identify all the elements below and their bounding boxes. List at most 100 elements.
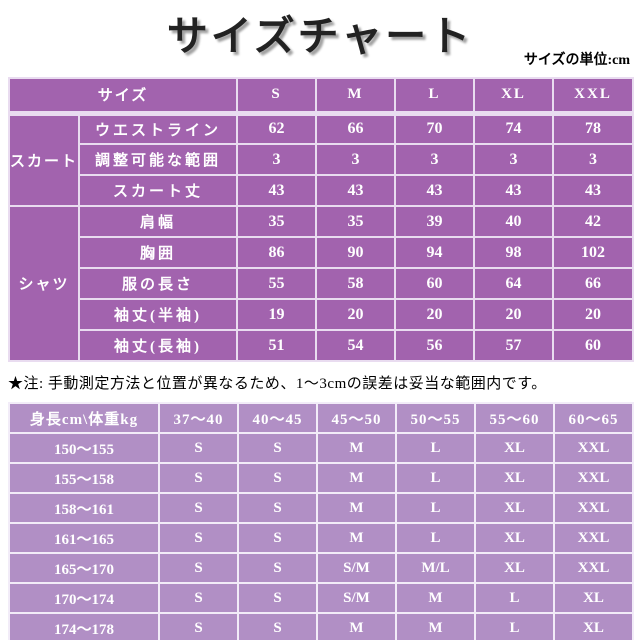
fit-size: S bbox=[237, 522, 318, 554]
height-range: 155〜158 bbox=[8, 462, 160, 494]
measure-value: 66 bbox=[552, 267, 634, 300]
measure-value: 55 bbox=[236, 267, 317, 300]
fit-size: XL bbox=[553, 612, 634, 640]
weight-col: 50〜55 bbox=[395, 402, 476, 434]
fit-size: XL bbox=[474, 462, 555, 494]
measure-value: 58 bbox=[315, 267, 396, 300]
fit-size: S bbox=[237, 552, 318, 584]
fit-size: S bbox=[237, 492, 318, 524]
measure-value: 70 bbox=[394, 112, 475, 145]
table-row-waistline: スカート ウエストライン 62 66 70 74 78 bbox=[8, 112, 634, 207]
measure-label: 調整可能な範囲 bbox=[78, 143, 238, 176]
measure-value: 90 bbox=[315, 236, 396, 269]
fit-size: S/M bbox=[316, 582, 397, 614]
table-row-adjustable-range: 調整可能な範囲 3 3 3 3 3 bbox=[9, 143, 634, 176]
measure-value: 86 bbox=[236, 236, 317, 269]
fit-size: S bbox=[158, 612, 239, 640]
fit-size: M bbox=[395, 612, 476, 640]
fit-size: XXL bbox=[553, 492, 634, 524]
measure-value: 74 bbox=[473, 112, 554, 145]
table-row-long-sleeve: 袖丈(長袖) 51 54 56 57 60 bbox=[9, 329, 634, 362]
measure-value: 102 bbox=[552, 236, 634, 269]
fit-row: 170〜174 S S S/M M L XL bbox=[8, 582, 634, 614]
table-row-short-sleeve: 袖丈(半袖) 19 20 20 20 20 bbox=[9, 298, 634, 331]
measure-value: 78 bbox=[552, 112, 634, 145]
height-range: 170〜174 bbox=[8, 582, 160, 614]
fit-size: S bbox=[237, 462, 318, 494]
size-col-m: M bbox=[315, 77, 396, 116]
size-col-xl: XL bbox=[473, 77, 554, 116]
table-row-shoulder-width: シャツ 肩幅 35 35 39 40 42 bbox=[8, 205, 634, 362]
measure-value: 60 bbox=[552, 329, 634, 362]
fit-size: M bbox=[316, 432, 397, 464]
corner-size-label: サイズ bbox=[8, 77, 238, 116]
fit-size: XL bbox=[474, 432, 555, 464]
measure-value: 51 bbox=[236, 329, 317, 362]
fit-row: 158〜161 S S M L XL XXL bbox=[8, 492, 634, 524]
fit-size: L bbox=[395, 432, 476, 464]
measure-value: 98 bbox=[473, 236, 554, 269]
measure-value: 3 bbox=[236, 143, 317, 176]
fit-size: XL bbox=[474, 522, 555, 554]
measure-value: 3 bbox=[552, 143, 634, 176]
measurement-tolerance-note: ★注: 手動測定方法と位置が異なるため、1〜3cmの誤差は妥当な範囲内です。 bbox=[8, 376, 547, 392]
unit-note: サイズの単位:cm bbox=[523, 53, 630, 68]
height-weight-fit-table: 身長cm\体重kg 37〜40 40〜45 45〜50 50〜55 55〜60 … bbox=[8, 402, 634, 640]
measure-value: 66 bbox=[315, 112, 396, 145]
measure-value: 19 bbox=[236, 298, 317, 331]
measure-value: 43 bbox=[552, 174, 634, 207]
measure-value: 54 bbox=[315, 329, 396, 362]
measure-label: ウエストライン bbox=[78, 112, 238, 145]
fit-row: 174〜178 S S M M L XL bbox=[8, 612, 634, 640]
fit-size: XXL bbox=[553, 522, 634, 554]
fit-size: L bbox=[395, 522, 476, 554]
fit-row: 165〜170 S S S/M M/L XL XXL bbox=[8, 552, 634, 584]
measure-value: 60 bbox=[394, 267, 475, 300]
height-range: 161〜165 bbox=[8, 522, 160, 554]
page-title: サイズチャート bbox=[166, 13, 474, 59]
measure-label: スカート丈 bbox=[78, 174, 238, 207]
table-row-garment-length: 服の長さ 55 58 60 64 66 bbox=[9, 267, 634, 300]
measure-value: 94 bbox=[394, 236, 475, 269]
size-col-l: L bbox=[394, 77, 475, 116]
fit-size: S bbox=[158, 552, 239, 584]
fit-size: M bbox=[316, 462, 397, 494]
group-label-shirt: シャツ bbox=[8, 205, 80, 362]
measure-label: 服の長さ bbox=[78, 267, 238, 300]
measure-value: 3 bbox=[473, 143, 554, 176]
fit-size: S bbox=[237, 612, 318, 640]
fit-size: M bbox=[316, 522, 397, 554]
measure-value: 20 bbox=[315, 298, 396, 331]
measure-value: 39 bbox=[394, 205, 475, 238]
measure-label: 袖丈(長袖) bbox=[78, 329, 238, 362]
measure-value: 43 bbox=[394, 174, 475, 207]
measure-value: 43 bbox=[236, 174, 317, 207]
measure-value: 35 bbox=[236, 205, 317, 238]
height-range: 150〜155 bbox=[8, 432, 160, 464]
fit-size: XXL bbox=[553, 432, 634, 464]
measurements-header-row: サイズ S M L XL XXL bbox=[8, 77, 634, 116]
fit-size: S bbox=[158, 582, 239, 614]
fit-row: 150〜155 S S M L XL XXL bbox=[8, 432, 634, 464]
measure-value: 20 bbox=[552, 298, 634, 331]
measure-value: 64 bbox=[473, 267, 554, 300]
fit-row: 161〜165 S S M L XL XXL bbox=[8, 522, 634, 554]
corner-height-weight-label: 身長cm\体重kg bbox=[8, 402, 160, 434]
height-range: 174〜178 bbox=[8, 612, 160, 640]
measure-value: 43 bbox=[315, 174, 396, 207]
weight-col: 55〜60 bbox=[474, 402, 555, 434]
size-chart-page: サイズチャート サイズの単位:cm サイズ S M L XL XXL スカート … bbox=[0, 14, 640, 640]
fit-size: S bbox=[158, 492, 239, 524]
measure-value: 56 bbox=[394, 329, 475, 362]
fit-size: S bbox=[237, 582, 318, 614]
measure-label: 肩幅 bbox=[78, 205, 238, 238]
measure-value: 20 bbox=[394, 298, 475, 331]
fit-size: M bbox=[316, 612, 397, 640]
fit-size: XXL bbox=[553, 462, 634, 494]
fit-size: XXL bbox=[553, 552, 634, 584]
fit-size: M/L bbox=[395, 552, 476, 584]
group-label-skirt: スカート bbox=[8, 112, 80, 207]
measure-label: 袖丈(半袖) bbox=[78, 298, 238, 331]
size-col-s: S bbox=[236, 77, 317, 116]
fit-size: L bbox=[474, 612, 555, 640]
